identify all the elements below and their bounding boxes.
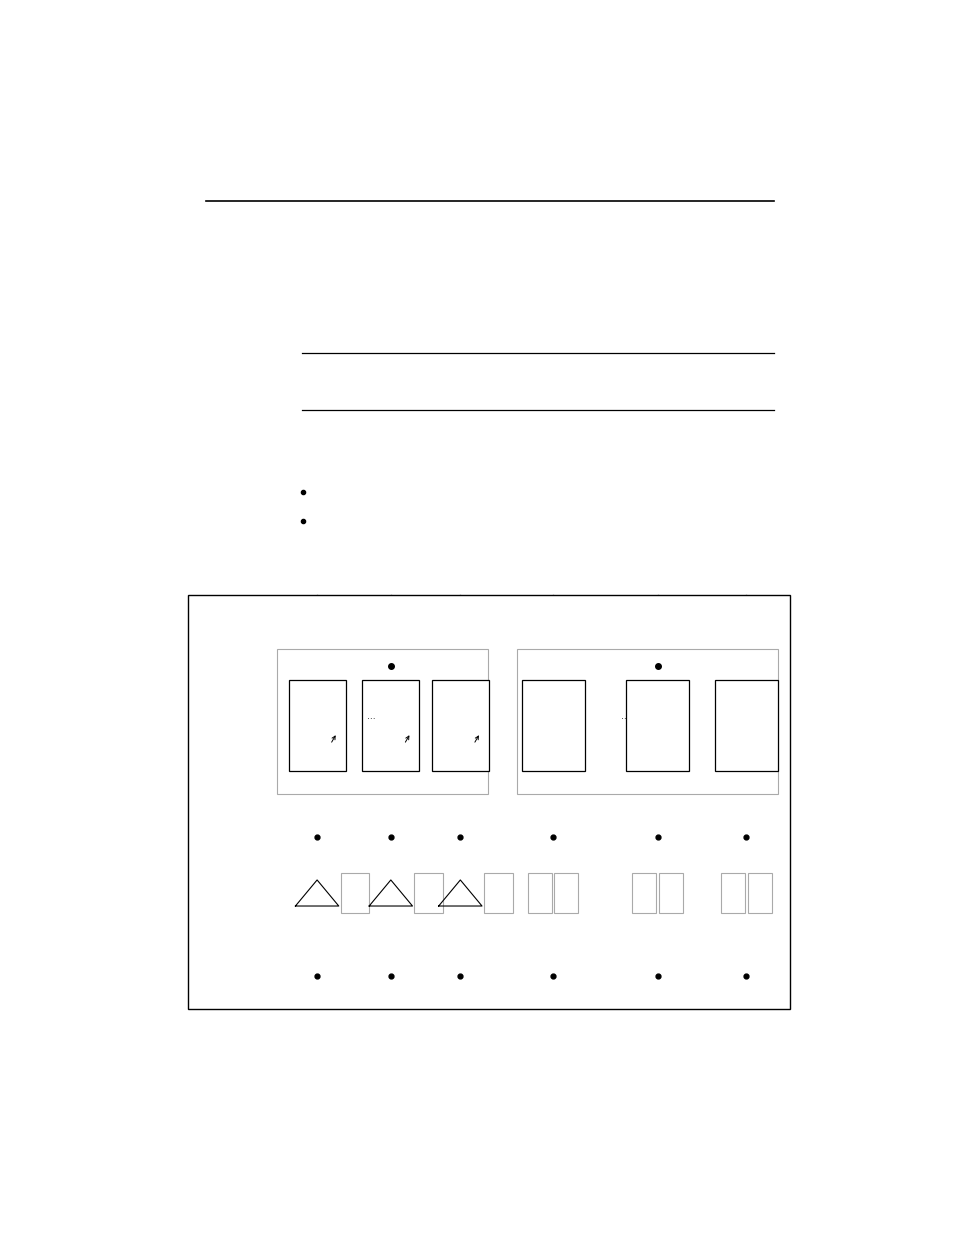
Bar [414, 873, 443, 913]
Bar [517, 648, 777, 794]
Bar [747, 873, 771, 913]
Bar [720, 873, 744, 913]
Bar [288, 680, 345, 771]
Text: ...: ... [366, 711, 375, 721]
Text: ..: .. [620, 711, 626, 721]
Bar [340, 873, 369, 913]
Bar [659, 873, 682, 913]
Bar [625, 680, 688, 771]
Bar [521, 680, 584, 771]
Bar [632, 873, 656, 913]
Bar [527, 873, 552, 913]
Bar [362, 680, 419, 771]
Bar [188, 595, 789, 1009]
Bar [714, 680, 778, 771]
Bar [483, 873, 512, 913]
Bar [432, 680, 488, 771]
Bar [276, 648, 487, 794]
Bar [554, 873, 578, 913]
